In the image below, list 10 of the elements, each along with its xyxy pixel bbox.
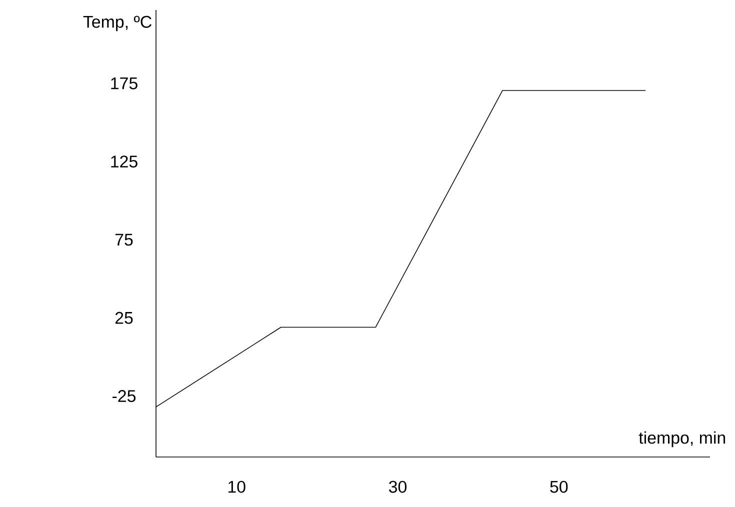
x-tick-label: 50 bbox=[550, 480, 568, 493]
x-tick-label: 10 bbox=[228, 480, 246, 493]
y-tick-label: -25 bbox=[112, 390, 136, 402]
x-tick-label: 30 bbox=[388, 480, 407, 493]
y-tick-label: 25 bbox=[115, 312, 133, 324]
y-tick-label: 75 bbox=[115, 234, 133, 246]
x-axis-title: tiempo, min bbox=[638, 431, 726, 448]
y-axis-title: Temp, ºC bbox=[83, 16, 152, 32]
y-tick-label: 175 bbox=[111, 78, 138, 90]
y-tick-label: 125 bbox=[111, 156, 138, 168]
